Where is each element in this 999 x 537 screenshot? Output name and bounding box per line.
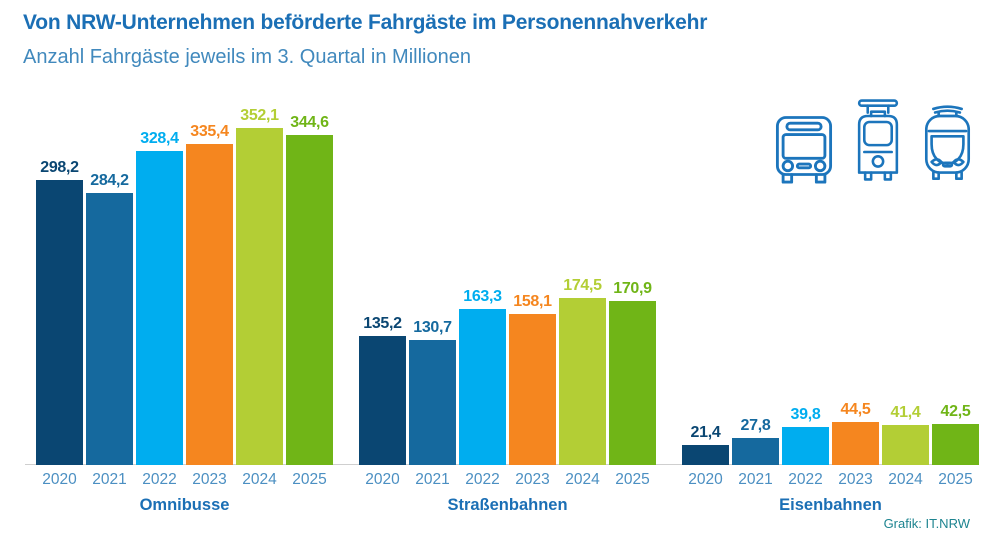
bar-value-label: 284,2 xyxy=(90,172,129,189)
bar-group-eisenbahnen: 21,4 27,8 39,8 44,5 41,4 42,5 2020 2021 2022 2023… xyxy=(682,401,979,514)
bar-cell: 174,5 xyxy=(559,277,606,465)
group-label: Omnibusse xyxy=(139,496,230,514)
bar-cell: 352,1 xyxy=(236,107,283,465)
tram-icon xyxy=(854,96,902,184)
bar xyxy=(286,135,333,465)
year-label: 2022 xyxy=(465,471,500,488)
bar-cell: 158,1 xyxy=(509,293,556,465)
bar-value-label: 163,3 xyxy=(463,287,502,305)
year-label: 2025 xyxy=(292,471,327,488)
bar-cell: 42,5 xyxy=(932,403,979,465)
year-label: 2020 xyxy=(688,471,723,488)
bar-cell: 335,4 xyxy=(186,123,233,465)
year-label: 2024 xyxy=(242,471,277,488)
bar xyxy=(36,179,83,465)
bar-cell: 135,2 xyxy=(359,315,406,465)
year-label: 2023 xyxy=(838,471,873,488)
bar-value-label: 352,1 xyxy=(240,107,279,124)
bar-value-label: 298,2 xyxy=(40,158,79,176)
chart-subtitle: Anzahl Fahrgäste jeweils im 3. Quartal i… xyxy=(23,46,471,68)
bar-cell: 41,4 xyxy=(882,404,929,465)
bar xyxy=(832,422,879,465)
year-labels-row: 2020 2021 2022 2023 2024 2025 xyxy=(359,471,656,489)
bar xyxy=(509,313,556,465)
chart-title: Von NRW-Unternehmen beförderte Fahrgäste… xyxy=(23,11,708,34)
year-label: 2024 xyxy=(565,471,600,488)
bar-cell: 284,2 xyxy=(86,172,133,465)
bar-value-label: 44,5 xyxy=(840,401,871,419)
bar xyxy=(782,426,829,465)
bar-cell: 130,7 xyxy=(409,319,456,465)
year-label: 2022 xyxy=(142,471,177,488)
bar xyxy=(86,193,133,465)
bar xyxy=(559,298,606,465)
bar xyxy=(609,301,656,465)
year-label: 2025 xyxy=(615,471,650,488)
year-label: 2025 xyxy=(938,471,973,488)
bar xyxy=(882,425,929,465)
source-credit: Grafik: IT.NRW xyxy=(883,516,970,531)
bar xyxy=(732,438,779,465)
year-label: 2024 xyxy=(888,471,923,488)
bar-group-omnibusse: 298,2 284,2 328,4 335,4 352,1 344,6 2020 2021 20… xyxy=(36,107,333,514)
group-label: Straßenbahnen xyxy=(447,496,568,514)
bar-group-strassenbahnen: 135,2 130,7 163,3 158,1 174,5 170,9 2020 2021 20… xyxy=(359,277,656,514)
vehicle-icons xyxy=(773,96,974,184)
bar-cell: 170,9 xyxy=(609,280,656,465)
bar-cell: 328,4 xyxy=(136,130,183,465)
bar-cell: 27,8 xyxy=(732,417,779,465)
year-label: 2023 xyxy=(192,471,227,488)
bar-cell: 39,8 xyxy=(782,406,829,465)
bar-value-label: 130,7 xyxy=(413,318,452,336)
bar-cell: 298,2 xyxy=(36,159,83,465)
bars-row: 21,4 27,8 39,8 44,5 41,4 42,5 xyxy=(682,401,979,465)
year-label: 2021 xyxy=(738,471,773,488)
bar xyxy=(186,144,233,465)
bar-value-label: 344,6 xyxy=(290,114,329,132)
bars-row: 298,2 284,2 328,4 335,4 352,1 344,6 xyxy=(36,107,333,465)
train-icon xyxy=(921,101,974,184)
year-labels-row: 2020 2021 2022 2023 2024 2025 xyxy=(682,471,979,489)
year-label: 2020 xyxy=(365,471,400,488)
bus-icon xyxy=(773,108,835,184)
bar-value-label: 170,9 xyxy=(613,280,652,298)
bar-cell: 163,3 xyxy=(459,288,506,465)
bar xyxy=(459,308,506,465)
bars-row: 135,2 130,7 163,3 158,1 174,5 170,9 xyxy=(359,277,656,465)
bar-cell: 44,5 xyxy=(832,401,879,465)
year-label: 2021 xyxy=(92,471,127,488)
bar-value-label: 158,1 xyxy=(513,292,552,310)
bar-value-label: 41,4 xyxy=(890,404,921,422)
year-labels-row: 2020 2021 2022 2023 2024 2025 xyxy=(36,471,333,489)
bar-value-label: 21,4 xyxy=(690,423,721,441)
bar xyxy=(359,335,406,465)
bar-cell: 344,6 xyxy=(286,114,333,465)
bar xyxy=(136,150,183,465)
bar-value-label: 335,4 xyxy=(190,123,229,140)
bar xyxy=(409,339,456,465)
year-label: 2022 xyxy=(788,471,823,488)
bar-value-label: 42,5 xyxy=(940,403,971,421)
bar xyxy=(682,444,729,465)
bar-cell: 21,4 xyxy=(682,423,729,465)
bar-value-label: 174,5 xyxy=(563,277,602,294)
bar xyxy=(236,128,283,465)
bar-value-label: 27,8 xyxy=(740,417,771,435)
year-label: 2023 xyxy=(515,471,550,488)
year-label: 2021 xyxy=(415,471,450,488)
bar xyxy=(932,424,979,465)
group-label: Eisenbahnen xyxy=(779,496,882,514)
bar-value-label: 135,2 xyxy=(363,314,402,332)
year-label: 2020 xyxy=(42,471,77,488)
bar-value-label: 328,4 xyxy=(140,129,179,147)
bar-value-label: 39,8 xyxy=(790,405,821,423)
